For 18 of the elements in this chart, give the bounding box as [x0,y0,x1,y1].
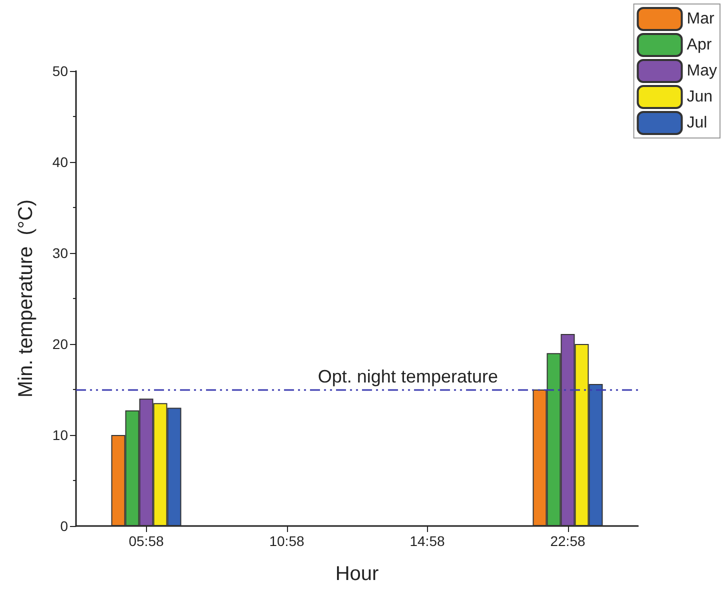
legend-label: Jul [686,114,708,132]
x-tick-label: 14:58 [410,533,445,549]
legend-label: Apr [686,36,712,54]
legend-label: Mar [686,10,715,28]
ref-line-label: Opt. night temperature [318,366,498,386]
y-axis-title: Min. temperature (°C) [15,199,37,398]
x-tick-label: 05:58 [128,533,164,549]
y-tick-label: 0 [60,518,68,534]
y-tick-label: 50 [52,63,68,79]
x-tick-label: 10:58 [269,533,304,549]
y-tick-label: 30 [52,245,68,261]
y-tick-label: 10 [52,427,68,443]
x-axis-title: Hour [335,563,380,585]
legend-label: May [686,62,718,80]
y-tick-label: 20 [52,336,68,352]
y-tick-label: 40 [52,154,68,170]
x-tick-label: 22:58 [550,533,586,549]
legend-label: Jun [686,88,713,106]
